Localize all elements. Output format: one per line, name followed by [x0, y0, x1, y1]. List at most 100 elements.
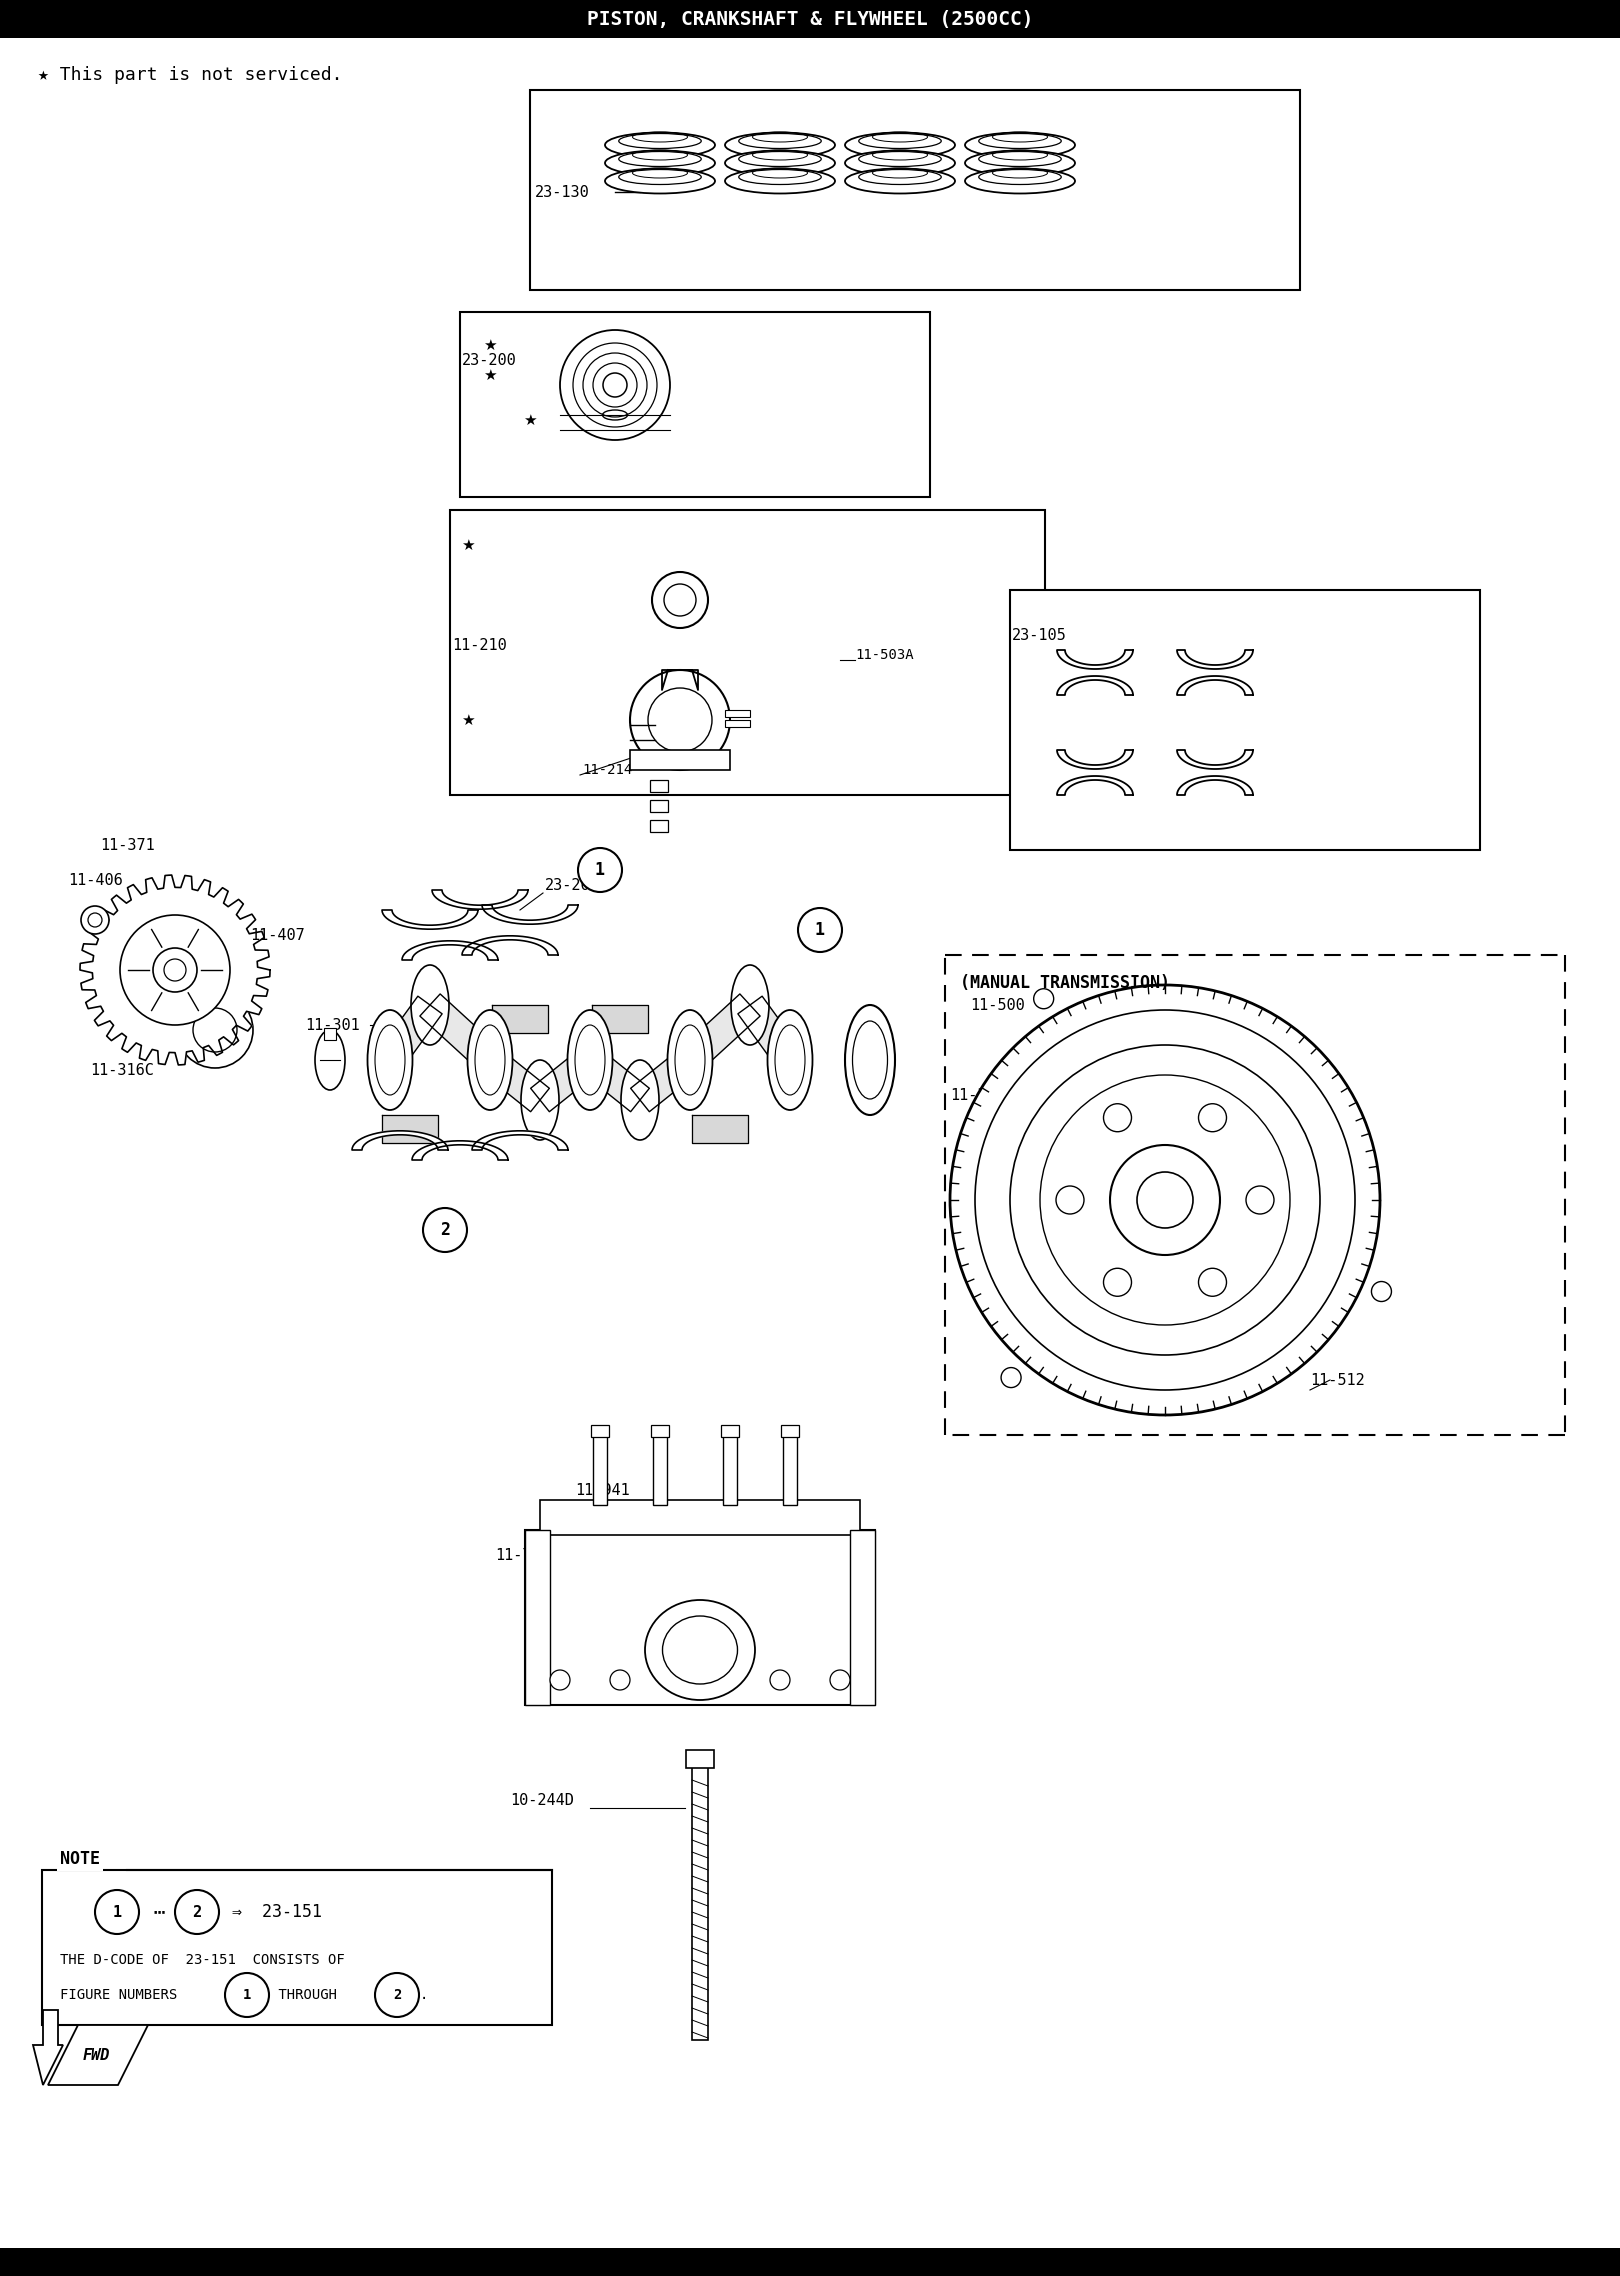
Polygon shape	[462, 935, 557, 956]
Text: 11-301: 11-301	[305, 1017, 360, 1033]
Polygon shape	[663, 669, 698, 690]
Circle shape	[193, 1008, 237, 1052]
Bar	[850, 1529, 875, 1705]
Polygon shape	[352, 1131, 449, 1149]
Polygon shape	[591, 1006, 648, 1033]
Text: THROUGH: THROUGH	[271, 1987, 345, 2003]
Bar	[525, 1529, 551, 1705]
Text: ★: ★	[483, 337, 497, 353]
Bar	[782, 1434, 797, 1504]
Bar	[723, 1434, 737, 1504]
Text: (3): (3)	[1294, 1083, 1320, 1097]
Polygon shape	[411, 1140, 509, 1161]
Ellipse shape	[604, 150, 714, 175]
Text: 2: 2	[441, 1220, 450, 1238]
Text: 11-941: 11-941	[575, 1482, 630, 1498]
Circle shape	[630, 669, 731, 769]
Polygon shape	[680, 995, 760, 1072]
Bar	[692, 1759, 708, 2039]
Text: 10-244D: 10-244D	[510, 1793, 573, 1807]
Polygon shape	[630, 751, 731, 769]
Circle shape	[648, 687, 713, 751]
Circle shape	[177, 992, 253, 1067]
Circle shape	[1009, 1045, 1320, 1354]
Polygon shape	[1178, 751, 1252, 769]
Ellipse shape	[645, 1600, 755, 1700]
Polygon shape	[1178, 651, 1252, 669]
Text: 2: 2	[193, 1905, 201, 1919]
Text: ★ This part is not serviced.: ★ This part is not serviced.	[37, 66, 342, 84]
Circle shape	[225, 1973, 269, 2017]
Bar	[1009, 589, 1481, 849]
Text: 1: 1	[595, 860, 604, 879]
Ellipse shape	[368, 1011, 413, 1111]
Ellipse shape	[726, 132, 834, 157]
Polygon shape	[531, 1049, 599, 1111]
Circle shape	[1103, 1104, 1131, 1131]
Text: PISTON, CRANKSHAFT & FLYWHEEL (2500CC): PISTON, CRANKSHAFT & FLYWHEEL (2500CC)	[586, 9, 1034, 30]
Bar	[650, 781, 667, 792]
Text: 11-406: 11-406	[68, 872, 123, 888]
Circle shape	[175, 1889, 219, 1935]
Ellipse shape	[667, 1011, 713, 1111]
Bar	[525, 1529, 875, 1705]
Polygon shape	[1056, 676, 1132, 694]
Polygon shape	[79, 874, 271, 1065]
Polygon shape	[1056, 776, 1132, 794]
Text: ⇒  23-151: ⇒ 23-151	[222, 1903, 322, 1921]
Ellipse shape	[522, 1061, 559, 1140]
Ellipse shape	[604, 168, 714, 193]
Text: ★: ★	[462, 537, 475, 553]
Bar	[539, 1500, 860, 1534]
Ellipse shape	[604, 132, 714, 157]
Polygon shape	[481, 1049, 549, 1111]
Circle shape	[770, 1671, 791, 1691]
Text: FIGURE NUMBERS: FIGURE NUMBERS	[60, 1987, 186, 2003]
Text: 2: 2	[392, 1987, 402, 2003]
Circle shape	[1001, 1368, 1021, 1388]
Text: 11-316C: 11-316C	[91, 1063, 154, 1077]
Bar	[591, 1425, 609, 1436]
Text: 1: 1	[243, 1987, 251, 2003]
Ellipse shape	[966, 132, 1076, 157]
Bar	[726, 719, 750, 726]
Circle shape	[829, 1671, 851, 1691]
Circle shape	[551, 1671, 570, 1691]
Polygon shape	[49, 2026, 147, 2085]
Text: 23-201: 23-201	[544, 879, 599, 892]
Circle shape	[1137, 1172, 1192, 1229]
Bar	[685, 1750, 714, 1768]
Polygon shape	[1178, 676, 1252, 694]
Ellipse shape	[411, 965, 449, 1045]
Text: 11-503A: 11-503A	[855, 649, 914, 662]
Polygon shape	[420, 995, 501, 1072]
Text: 11-303: 11-303	[949, 1088, 1004, 1102]
Text: ★: ★	[523, 412, 536, 428]
Text: 11-5011: 11-5011	[1285, 1263, 1343, 1277]
Circle shape	[164, 958, 186, 981]
Circle shape	[1199, 1268, 1226, 1297]
Bar	[460, 312, 930, 496]
Circle shape	[949, 986, 1380, 1416]
Text: .: .	[420, 1987, 428, 2003]
Polygon shape	[692, 1115, 748, 1143]
Ellipse shape	[846, 150, 956, 175]
Text: 11-500: 11-500	[970, 997, 1025, 1013]
Text: 11-512: 11-512	[1311, 1372, 1364, 1388]
Circle shape	[975, 1011, 1354, 1391]
Text: 11-700: 11-700	[496, 1548, 549, 1564]
Text: ★: ★	[483, 366, 497, 382]
Circle shape	[664, 585, 697, 617]
Polygon shape	[32, 2010, 63, 2085]
Bar	[530, 91, 1299, 289]
Text: ⋯: ⋯	[143, 1903, 177, 1921]
Text: 11-407: 11-407	[249, 929, 305, 942]
Circle shape	[120, 915, 230, 1024]
Bar	[450, 510, 1045, 794]
Circle shape	[87, 913, 102, 926]
Bar	[653, 1434, 667, 1504]
Polygon shape	[433, 890, 528, 908]
Text: 23-130: 23-130	[535, 184, 590, 200]
Text: 11-210: 11-210	[452, 637, 507, 653]
Bar	[721, 1425, 739, 1436]
